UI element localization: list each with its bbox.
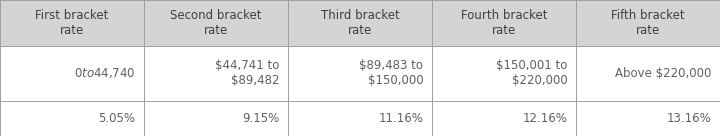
- Bar: [432, 46, 576, 101]
- Text: First bracket
rate: First bracket rate: [35, 9, 109, 37]
- Text: Fifth bracket
rate: Fifth bracket rate: [611, 9, 685, 37]
- Text: 9.15%: 9.15%: [242, 112, 279, 125]
- Text: Above $220,000: Above $220,000: [615, 67, 711, 80]
- Text: 5.05%: 5.05%: [99, 112, 135, 125]
- Bar: [144, 101, 288, 136]
- Bar: [0, 46, 144, 101]
- Bar: [576, 101, 720, 136]
- Bar: [0, 101, 144, 136]
- Bar: [432, 101, 576, 136]
- Text: $44,741 to
$89,482: $44,741 to $89,482: [215, 59, 279, 87]
- Text: 11.16%: 11.16%: [379, 112, 423, 125]
- Bar: [576, 0, 720, 46]
- Bar: [0, 0, 144, 46]
- Text: 12.16%: 12.16%: [523, 112, 567, 125]
- Text: Fourth bracket
rate: Fourth bracket rate: [461, 9, 547, 37]
- Text: $150,001 to
$220,000: $150,001 to $220,000: [496, 59, 567, 87]
- Text: $89,483 to
$150,000: $89,483 to $150,000: [359, 59, 423, 87]
- Bar: [432, 0, 576, 46]
- Bar: [288, 0, 432, 46]
- Bar: [144, 0, 288, 46]
- Text: $0 to $44,740: $0 to $44,740: [74, 67, 135, 80]
- Bar: [288, 101, 432, 136]
- Text: Third bracket
rate: Third bracket rate: [320, 9, 400, 37]
- Bar: [288, 46, 432, 101]
- Bar: [576, 46, 720, 101]
- Text: Second bracket
rate: Second bracket rate: [170, 9, 262, 37]
- Text: 13.16%: 13.16%: [667, 112, 711, 125]
- Bar: [144, 46, 288, 101]
